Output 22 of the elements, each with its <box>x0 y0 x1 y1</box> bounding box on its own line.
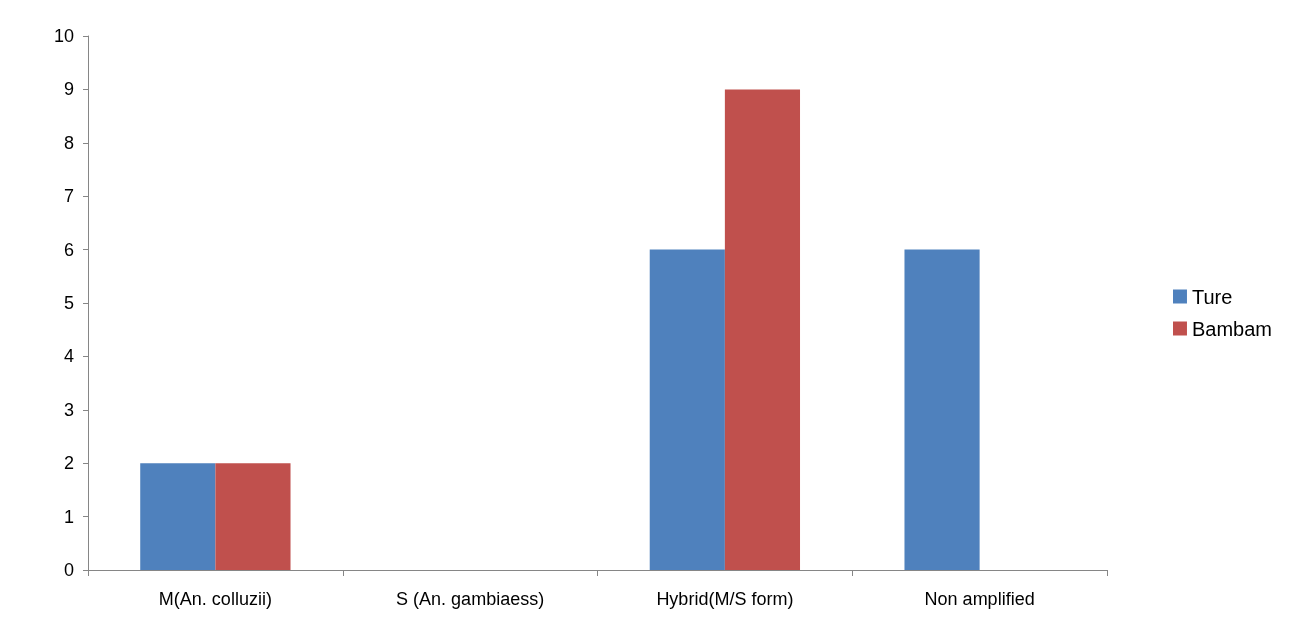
x-tick-label: M(An. colluzii) <box>158 589 272 609</box>
legend-label: Bambam <box>1191 317 1272 340</box>
x-tick-label: S (An. gambiaess) <box>396 589 545 609</box>
y-tick-label: 1 <box>63 506 74 527</box>
y-tick-label: 5 <box>63 293 74 313</box>
y-tick-label: 8 <box>63 132 74 153</box>
y-tick-label: 10 <box>53 26 74 46</box>
x-tick-label: Hybrid(M/S form) <box>656 589 794 609</box>
y-tick-label: 2 <box>63 453 74 474</box>
y-tick-label: 7 <box>63 186 74 207</box>
bar <box>724 89 801 570</box>
y-tick-label: 0 <box>63 560 74 580</box>
bar <box>649 249 725 570</box>
y-tick-label: 6 <box>63 239 74 260</box>
bar <box>140 463 216 570</box>
y-tick-label: 9 <box>63 79 74 100</box>
bar <box>904 249 980 570</box>
y-tick-label: 4 <box>63 346 74 367</box>
legend-label: Ture <box>1191 285 1233 308</box>
bar <box>215 463 291 570</box>
x-tick-label: Non amplified <box>924 589 1035 609</box>
y-tick-label: 3 <box>63 399 74 420</box>
